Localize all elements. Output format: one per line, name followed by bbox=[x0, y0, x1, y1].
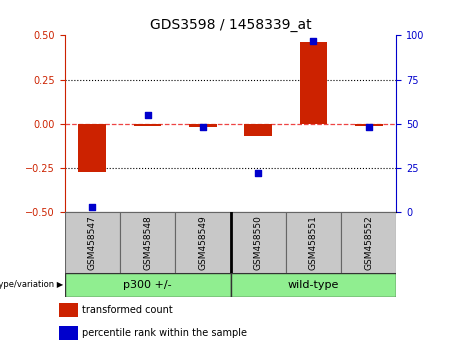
Bar bbox=[230, 212, 286, 273]
Bar bbox=[286, 212, 341, 273]
Bar bbox=[355, 124, 383, 126]
Text: GSM458552: GSM458552 bbox=[364, 215, 373, 270]
Text: p300 +/-: p300 +/- bbox=[123, 280, 172, 290]
Point bbox=[254, 171, 262, 176]
Bar bbox=[230, 273, 396, 297]
Point bbox=[365, 125, 372, 130]
Text: GSM458551: GSM458551 bbox=[309, 215, 318, 270]
Text: genotype/variation ▶: genotype/variation ▶ bbox=[0, 280, 63, 290]
Bar bbox=[300, 42, 327, 124]
Bar bbox=[175, 212, 230, 273]
Bar bbox=[78, 124, 106, 172]
Text: percentile rank within the sample: percentile rank within the sample bbox=[82, 328, 247, 338]
Bar bbox=[341, 212, 396, 273]
Point bbox=[89, 204, 96, 210]
Bar bbox=[189, 124, 217, 127]
Bar bbox=[134, 124, 161, 126]
Bar bbox=[59, 303, 78, 317]
Text: wild-type: wild-type bbox=[288, 280, 339, 290]
Text: GSM458550: GSM458550 bbox=[254, 215, 263, 270]
Text: transformed count: transformed count bbox=[82, 305, 172, 315]
Point bbox=[144, 112, 151, 118]
Text: GSM458547: GSM458547 bbox=[88, 215, 97, 270]
Point bbox=[310, 38, 317, 44]
Text: GSM458549: GSM458549 bbox=[198, 215, 207, 270]
Bar bbox=[59, 326, 78, 340]
Title: GDS3598 / 1458339_at: GDS3598 / 1458339_at bbox=[150, 18, 311, 32]
Bar bbox=[65, 273, 230, 297]
Bar bbox=[120, 212, 175, 273]
Bar bbox=[244, 124, 272, 136]
Bar bbox=[65, 212, 120, 273]
Text: GSM458548: GSM458548 bbox=[143, 215, 152, 270]
Point bbox=[199, 125, 207, 130]
